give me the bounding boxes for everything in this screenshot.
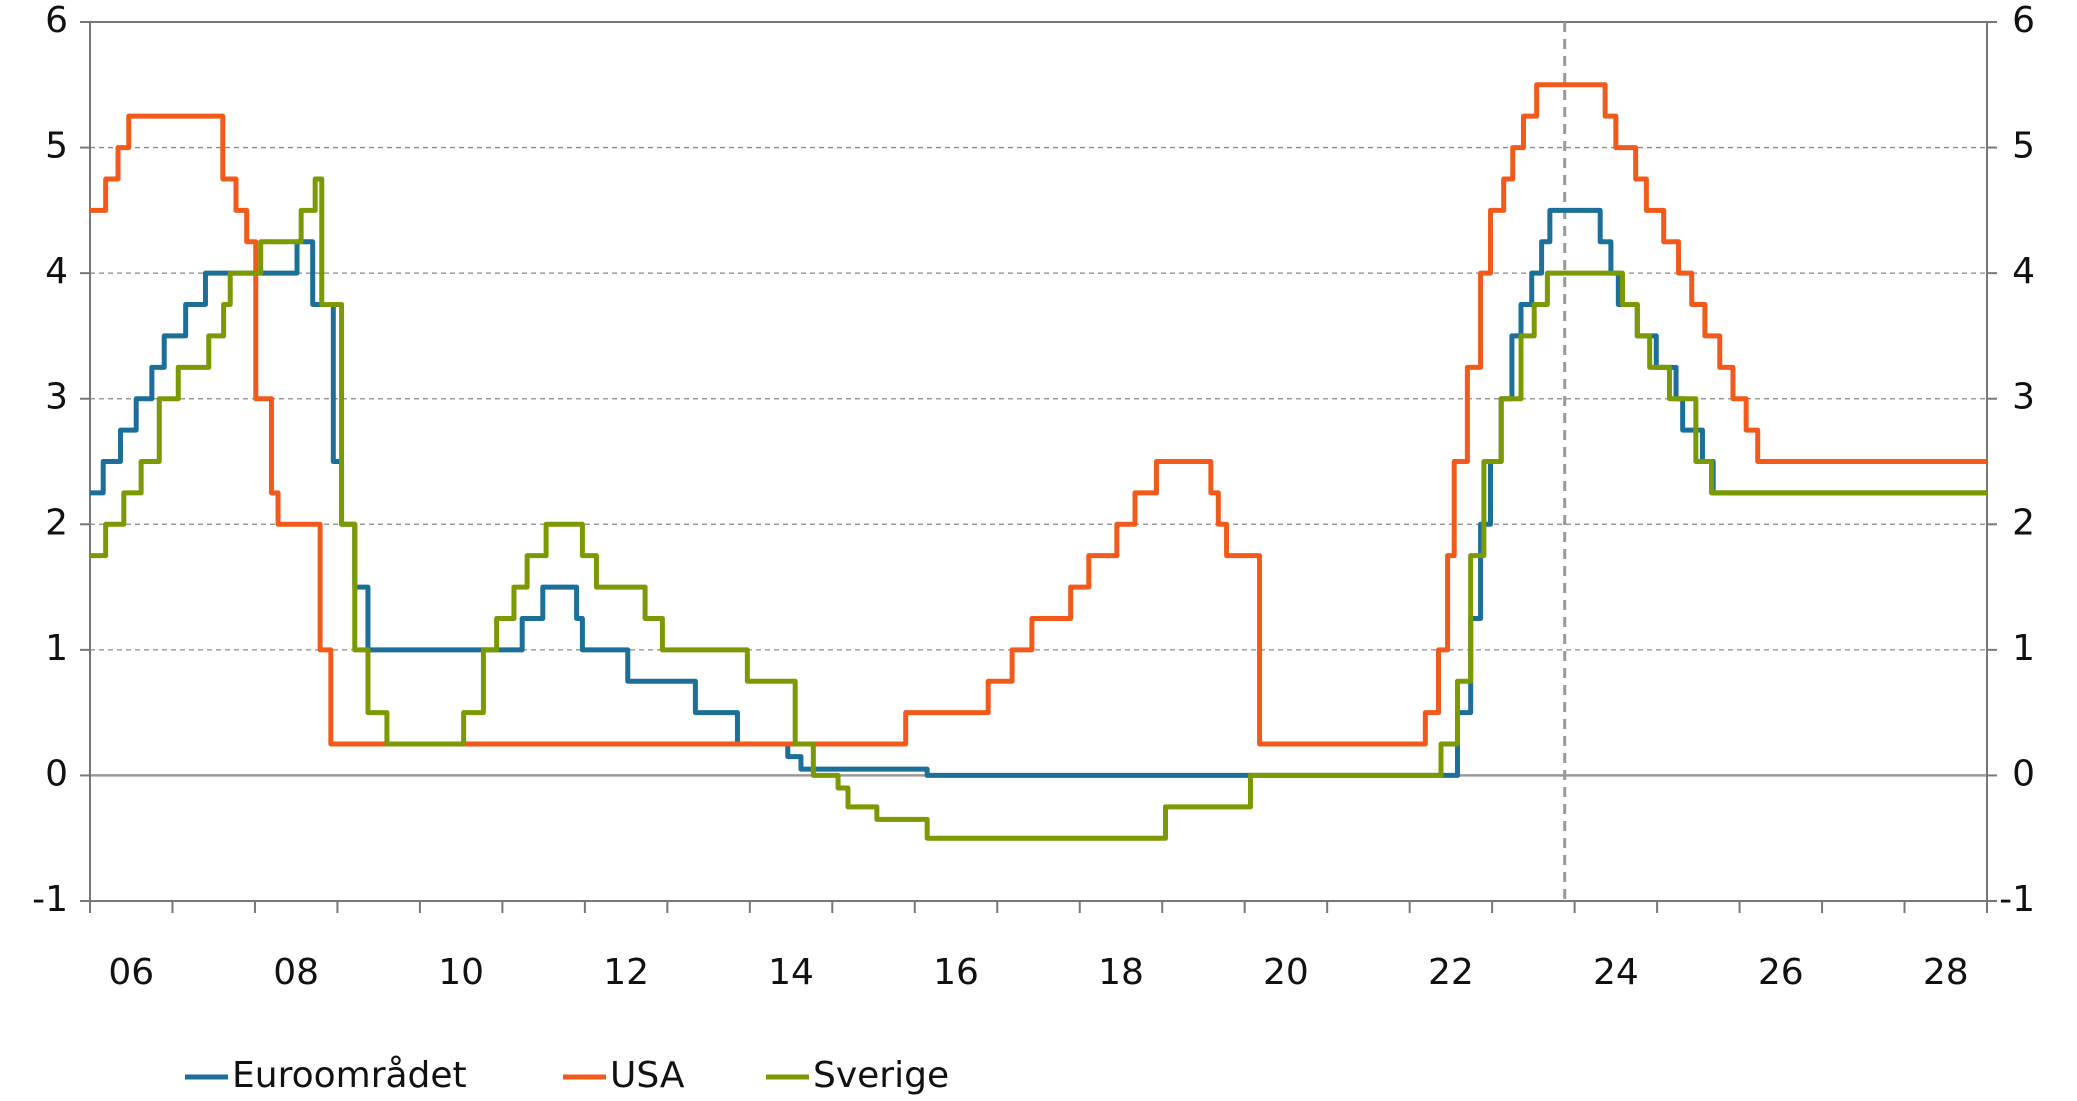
series-line <box>90 82 1987 747</box>
y-tick-label: 6 <box>45 0 68 41</box>
y2-tick-label: 6 <box>2012 0 2035 41</box>
legend-label: USA <box>610 1055 685 1096</box>
x-tick-label: 12 <box>603 952 649 993</box>
y2-tick-label: 1 <box>2012 628 2035 669</box>
x-tick-label: 20 <box>1263 952 1309 993</box>
y-tick-label: 2 <box>45 502 68 543</box>
y-tick-label: 5 <box>45 126 68 167</box>
x-tick-label: 24 <box>1593 952 1639 993</box>
y2-tick-label: 3 <box>2012 377 2035 418</box>
y2-tick-label: -1 <box>1999 879 2035 920</box>
series-line <box>90 207 1987 778</box>
x-tick-label: 08 <box>273 952 319 993</box>
x-tick-label: 22 <box>1428 952 1474 993</box>
x-tick-label: 10 <box>438 952 484 993</box>
x-tick-label: 26 <box>1758 952 1804 993</box>
y-tick-label: -1 <box>32 879 68 920</box>
y-tick-label: 3 <box>45 377 68 418</box>
legend-label: Sverige <box>813 1055 949 1096</box>
y2-tick-label: 5 <box>2012 126 2035 167</box>
series-line <box>90 176 1987 841</box>
x-tick-label: 14 <box>768 952 814 993</box>
x-tick-label: 18 <box>1098 952 1144 993</box>
y2-tick-label: 4 <box>2012 251 2035 292</box>
x-tick-label: 06 <box>108 952 154 993</box>
y2-tick-label: 2 <box>2012 502 2035 543</box>
legend-label: Euroområdet <box>232 1055 467 1096</box>
y2-tick-label: 0 <box>2012 753 2035 794</box>
y-tick-label: 0 <box>45 753 68 794</box>
x-tick-label: 16 <box>933 952 979 993</box>
y-tick-label: 1 <box>45 628 68 669</box>
x-tick-label: 28 <box>1923 952 1969 993</box>
y-tick-label: 4 <box>45 251 68 292</box>
